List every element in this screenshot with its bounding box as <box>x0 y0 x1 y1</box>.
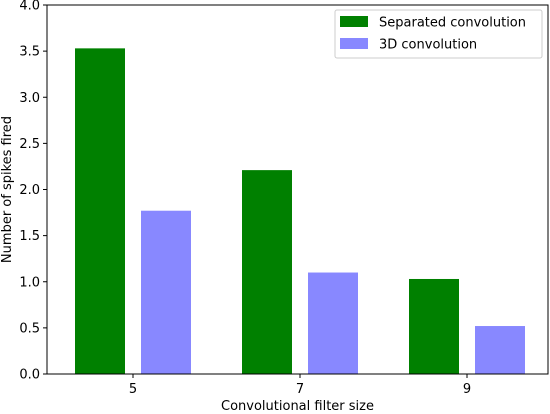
y-axis-label: Number of spikes fired <box>0 116 15 263</box>
y-tick-label: 2.5 <box>19 137 40 152</box>
y-tick-label: 3.5 <box>19 45 40 60</box>
legend-entry-separated: Separated convolution <box>379 16 526 31</box>
x-axis-label: Convolutional filter size <box>221 399 374 414</box>
y-tick-label: 2.0 <box>19 183 40 198</box>
bar-3d-5 <box>141 210 191 374</box>
y-axis-ticks: 0.0 0.5 1.0 1.5 2.0 2.5 3.0 3.5 4.0 <box>19 0 47 383</box>
legend-entry-3d: 3D convolution <box>379 38 477 53</box>
axes-frame <box>46 4 549 375</box>
bar-separated-7 <box>242 170 292 374</box>
bar-3d-9 <box>475 326 525 374</box>
bar-separated-9 <box>409 278 459 374</box>
x-tick-label: 5 <box>129 382 137 397</box>
y-tick-label: 1.0 <box>19 275 40 290</box>
legend-swatch-separated <box>340 16 368 27</box>
y-tick-label: 0.0 <box>19 368 40 383</box>
x-tick-label: 9 <box>463 382 471 397</box>
y-tick-label: 1.5 <box>19 229 40 244</box>
legend: Separated convolution 3D convolution <box>334 9 543 59</box>
bar-separated-5 <box>75 48 125 375</box>
bar-3d-7 <box>308 272 358 374</box>
y-tick-label: 3.0 <box>19 91 40 106</box>
legend-swatch-3d <box>340 38 368 49</box>
y-tick-label: 4.0 <box>19 0 40 14</box>
legend-box <box>334 9 543 59</box>
x-tick-label: 7 <box>296 382 304 397</box>
x-axis-ticks: 5 7 9 <box>129 374 471 397</box>
bars-group <box>75 48 525 375</box>
y-tick-label: 0.5 <box>19 321 40 336</box>
